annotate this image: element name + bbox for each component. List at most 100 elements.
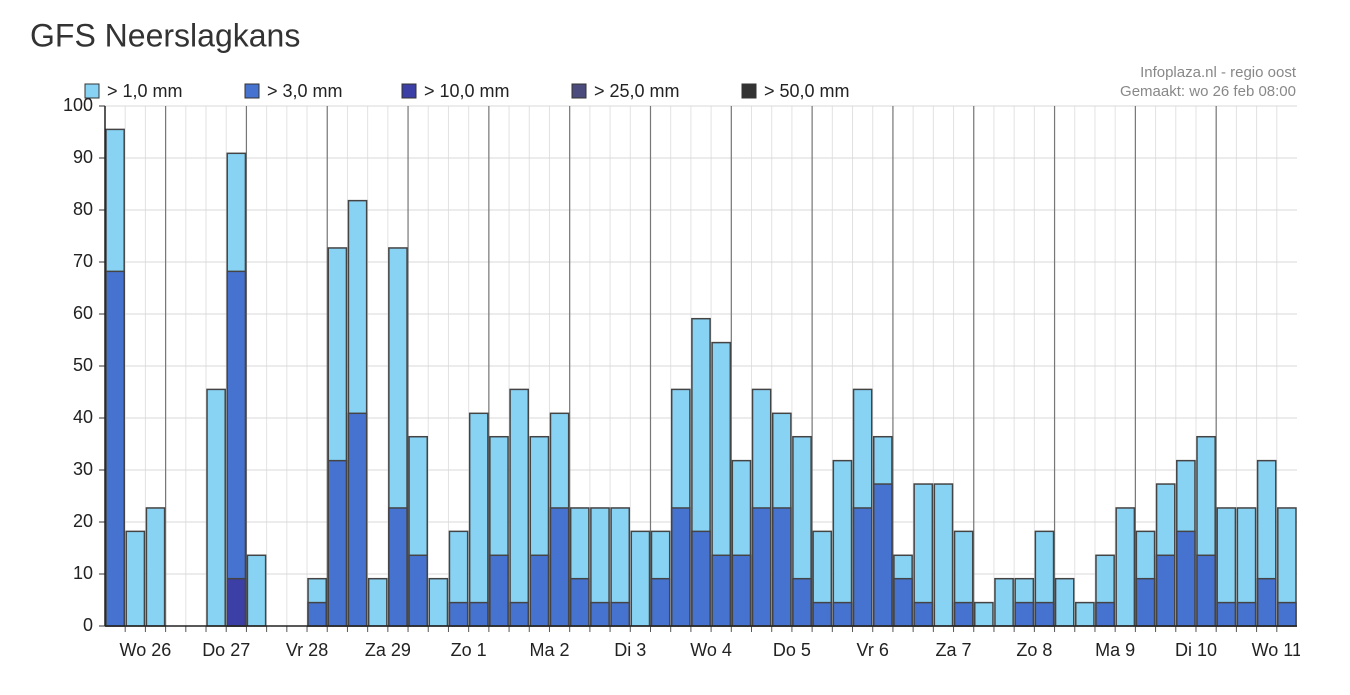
legend-label: > 25,0 mm	[594, 81, 680, 101]
legend-swatch	[571, 83, 587, 99]
bar	[1216, 601, 1237, 627]
bar	[832, 459, 853, 627]
bar	[509, 388, 530, 627]
bar	[731, 554, 752, 627]
bar	[226, 577, 247, 627]
bar	[448, 601, 469, 627]
x-tick-label: Vr 6	[857, 640, 889, 660]
bar	[388, 507, 408, 627]
x-tick-label: Vr 28	[286, 640, 328, 660]
bar	[872, 483, 893, 627]
legend-label: > 50,0 mm	[764, 81, 850, 101]
bar	[630, 530, 651, 627]
bar	[711, 554, 732, 627]
bar	[893, 577, 913, 627]
x-tick-label: Wo 4	[690, 640, 732, 660]
bar	[509, 601, 530, 627]
bar	[973, 601, 994, 627]
x-tick-label: Di 3	[614, 640, 646, 660]
bar	[852, 507, 873, 627]
bar	[489, 554, 509, 627]
bar	[408, 554, 429, 627]
y-tick-label: 30	[73, 459, 93, 479]
x-tick-label: Wo 11	[1252, 640, 1302, 660]
bar	[1256, 577, 1277, 627]
bar	[367, 577, 388, 627]
x-tick-label: Do 5	[773, 640, 811, 660]
x-tick-label: Za 29	[365, 640, 411, 660]
y-tick-label: 40	[73, 407, 93, 427]
bar	[468, 601, 489, 627]
x-tick-label: Zo 8	[1016, 640, 1052, 660]
bar	[812, 601, 833, 627]
credit: Infoplaza.nl - regio oost	[1140, 64, 1297, 81]
bar	[145, 507, 166, 627]
bar	[1277, 601, 1297, 627]
bar	[832, 601, 853, 627]
page-title: GFS Neerslagkans	[30, 17, 300, 53]
y-tick-label: 90	[73, 147, 93, 167]
bar	[610, 601, 631, 627]
bar	[933, 483, 954, 627]
y-tick-label: 70	[73, 251, 93, 271]
legend-label: > 3,0 mm	[267, 81, 343, 101]
y-tick-label: 50	[73, 355, 93, 375]
legend-swatch	[401, 83, 417, 99]
bar	[1014, 601, 1035, 627]
bar	[1034, 601, 1055, 627]
bar	[1115, 507, 1136, 627]
bar	[529, 554, 550, 627]
bar	[428, 577, 449, 627]
legend-label: > 10,0 mm	[424, 81, 510, 101]
y-tick-label: 0	[83, 615, 93, 635]
bar	[994, 577, 1014, 627]
x-tick-label: Di 10	[1175, 640, 1217, 660]
bar	[206, 388, 226, 627]
bar	[1054, 577, 1075, 627]
y-tick-label: 10	[73, 563, 93, 583]
bar	[569, 577, 590, 627]
bar	[751, 507, 772, 627]
bar	[691, 530, 711, 627]
bar	[246, 554, 267, 627]
bar	[125, 530, 146, 627]
bar	[1135, 577, 1156, 627]
bar	[590, 601, 610, 627]
bar	[650, 577, 671, 627]
bar	[1095, 601, 1115, 627]
legend-swatch	[741, 83, 757, 99]
y-tick-label: 60	[73, 303, 93, 323]
bar	[1196, 554, 1216, 627]
bar	[468, 412, 489, 627]
x-tick-label: Za 7	[936, 640, 972, 660]
credit: Gemaakt: wo 26 feb 08:00	[1120, 83, 1296, 100]
bar	[913, 601, 934, 627]
x-labels: Wo 26 Do 27 Vr 28 Za 29 Zo 1 Ma 2 Di 3 Wo 4 Do 5…	[120, 640, 1302, 660]
x-tick-label: Ma 2	[529, 640, 569, 660]
bar	[226, 270, 247, 627]
y-tick-label: 80	[73, 199, 93, 219]
bar	[670, 507, 691, 627]
bar	[1176, 530, 1196, 627]
y-tick-label: 100	[63, 95, 93, 115]
x-tick-label: Ma 9	[1095, 640, 1135, 660]
bar	[792, 577, 812, 627]
bar	[105, 270, 125, 627]
legend-swatch	[244, 83, 260, 99]
bar	[1236, 601, 1257, 627]
bar	[327, 459, 348, 627]
bar	[1155, 554, 1176, 627]
bar	[549, 507, 570, 627]
legend-swatch	[84, 83, 100, 99]
y-tick-label: 20	[73, 511, 93, 531]
x-tick-label: Do 27	[202, 640, 250, 660]
x-tick-label: Zo 1	[451, 640, 487, 660]
x-tick-label: Wo 26	[120, 640, 172, 660]
bar	[771, 507, 792, 627]
bar	[347, 412, 368, 627]
bar	[1075, 601, 1095, 627]
bar	[307, 601, 327, 627]
legend-label: > 1,0 mm	[107, 81, 183, 101]
